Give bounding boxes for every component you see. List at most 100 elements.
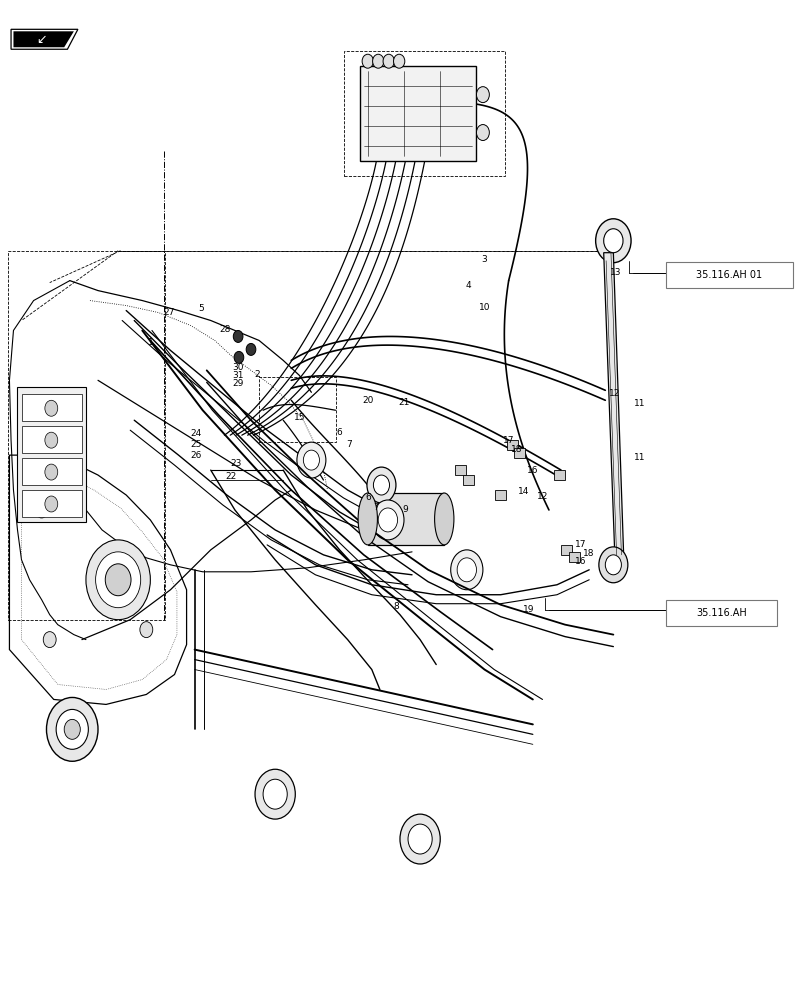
Text: 16: 16 xyxy=(527,466,539,475)
Text: 17: 17 xyxy=(575,540,587,549)
Circle shape xyxy=(604,229,623,253)
Text: 12: 12 xyxy=(537,492,548,501)
Bar xyxy=(22,426,82,453)
Text: 31: 31 xyxy=(233,371,244,380)
Bar xyxy=(569,552,580,562)
Bar xyxy=(18,387,86,522)
Text: 20: 20 xyxy=(362,396,373,405)
Text: 4: 4 xyxy=(465,281,471,290)
Bar xyxy=(553,470,565,480)
Polygon shape xyxy=(14,31,74,47)
Circle shape xyxy=(45,464,57,480)
Bar xyxy=(666,600,776,626)
Text: 15: 15 xyxy=(293,413,305,422)
Text: 11: 11 xyxy=(634,399,646,408)
Circle shape xyxy=(372,54,384,68)
Text: 18: 18 xyxy=(511,445,523,454)
Text: 6: 6 xyxy=(365,493,371,502)
Bar xyxy=(666,262,793,288)
Bar xyxy=(514,448,524,458)
Bar xyxy=(8,251,165,620)
Text: 17: 17 xyxy=(503,436,515,445)
Circle shape xyxy=(393,54,405,68)
Bar xyxy=(495,490,507,500)
Circle shape xyxy=(400,814,440,864)
Text: 6: 6 xyxy=(337,428,343,437)
Circle shape xyxy=(64,719,80,739)
Bar xyxy=(343,51,505,176)
Polygon shape xyxy=(604,253,624,560)
Text: 23: 23 xyxy=(231,459,242,468)
Circle shape xyxy=(140,622,153,638)
Circle shape xyxy=(367,467,396,503)
Ellipse shape xyxy=(435,493,454,545)
Circle shape xyxy=(36,502,48,518)
Circle shape xyxy=(255,769,295,819)
Circle shape xyxy=(477,87,490,103)
Circle shape xyxy=(595,219,631,263)
Text: 13: 13 xyxy=(610,268,621,277)
Circle shape xyxy=(234,330,243,342)
Text: 22: 22 xyxy=(225,472,237,481)
Text: 2: 2 xyxy=(255,370,260,379)
Bar xyxy=(455,465,466,475)
Text: 28: 28 xyxy=(220,325,231,334)
Circle shape xyxy=(457,558,477,582)
Circle shape xyxy=(95,552,141,608)
Circle shape xyxy=(605,555,621,575)
Text: 19: 19 xyxy=(523,605,535,614)
Circle shape xyxy=(45,400,57,416)
Bar xyxy=(360,66,477,161)
Bar xyxy=(22,394,82,421)
Circle shape xyxy=(378,508,398,532)
Text: 9: 9 xyxy=(402,505,409,514)
Text: 35.116.AH: 35.116.AH xyxy=(696,608,747,618)
Text: 12: 12 xyxy=(609,389,621,398)
Ellipse shape xyxy=(358,493,377,545)
Bar xyxy=(561,545,572,555)
Text: 35.116.AH 01: 35.116.AH 01 xyxy=(696,270,763,280)
Text: 26: 26 xyxy=(191,451,202,460)
Text: 10: 10 xyxy=(479,303,490,312)
Text: 25: 25 xyxy=(191,440,202,449)
Text: 3: 3 xyxy=(482,255,487,264)
Circle shape xyxy=(297,442,326,478)
Text: 7: 7 xyxy=(347,440,352,449)
Text: 8: 8 xyxy=(393,602,399,611)
Circle shape xyxy=(303,450,319,470)
Circle shape xyxy=(477,125,490,141)
Circle shape xyxy=(44,632,56,648)
Circle shape xyxy=(372,500,404,540)
Text: 27: 27 xyxy=(163,308,175,317)
Text: 1: 1 xyxy=(148,338,154,347)
Bar xyxy=(259,377,335,442)
Circle shape xyxy=(45,496,57,512)
Text: 18: 18 xyxy=(583,549,595,558)
Circle shape xyxy=(408,824,432,854)
Circle shape xyxy=(263,779,287,809)
Text: ↙: ↙ xyxy=(36,33,47,46)
Circle shape xyxy=(246,343,256,355)
Text: 16: 16 xyxy=(575,557,587,566)
Circle shape xyxy=(599,547,628,583)
Circle shape xyxy=(451,550,483,590)
Text: 30: 30 xyxy=(233,363,244,372)
Bar xyxy=(507,440,519,450)
Text: 21: 21 xyxy=(398,398,410,407)
Bar xyxy=(22,458,82,485)
Bar xyxy=(22,490,82,517)
Circle shape xyxy=(45,432,57,448)
Circle shape xyxy=(56,709,88,749)
Text: 29: 29 xyxy=(233,379,244,388)
Circle shape xyxy=(383,54,394,68)
Text: 24: 24 xyxy=(191,429,202,438)
Circle shape xyxy=(234,351,244,363)
Circle shape xyxy=(47,697,98,761)
Circle shape xyxy=(86,540,150,620)
Text: 11: 11 xyxy=(634,453,646,462)
Circle shape xyxy=(362,54,373,68)
Text: 5: 5 xyxy=(198,304,204,313)
Circle shape xyxy=(105,564,131,596)
Bar xyxy=(368,493,444,545)
Circle shape xyxy=(373,475,389,495)
